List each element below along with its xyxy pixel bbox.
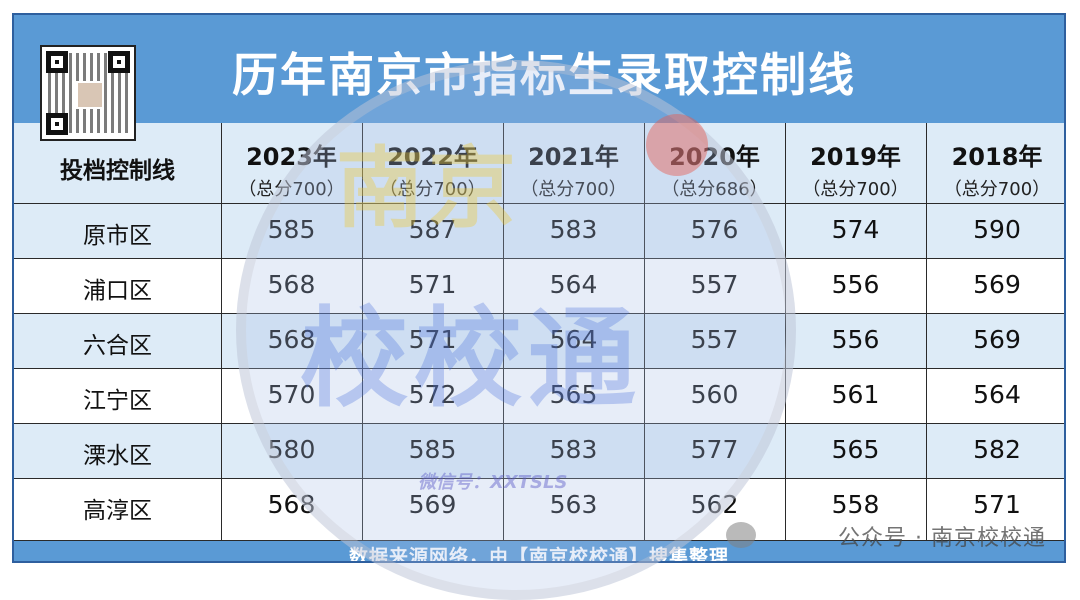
footer-bar: 数据来源网络，由【南京校校通】搜集整理: [14, 541, 1064, 563]
qr-code-icon: [40, 45, 136, 141]
score-cell: 568: [267, 490, 316, 519]
score-cell: 565: [831, 435, 880, 464]
table-row: [14, 313, 1064, 368]
table-row: [14, 423, 1064, 478]
region-label: 浦口区: [83, 278, 152, 304]
table-frame: 历年南京市指标生录取控制线 投档控制线 2023年 （总分700） 2022年 …: [12, 13, 1066, 563]
score-cell: 574: [831, 215, 880, 244]
region-label: 六合区: [83, 333, 152, 359]
score-cell: 568: [267, 270, 316, 299]
score-cell: 580: [267, 435, 316, 464]
year-header: 2019年: [810, 143, 901, 171]
year-total: （总分700）: [379, 179, 486, 200]
year-header: 2023年: [246, 143, 337, 171]
score-cell: 556: [831, 270, 880, 299]
score-cell: 557: [690, 325, 739, 354]
table-row: [14, 203, 1064, 258]
score-cell: 585: [267, 215, 316, 244]
score-cell: 557: [690, 270, 739, 299]
score-cell: 583: [549, 435, 598, 464]
score-cell: 577: [690, 435, 739, 464]
score-cell: 590: [973, 215, 1021, 244]
score-cell: 587: [408, 215, 457, 244]
score-cell: 570: [267, 380, 316, 409]
score-cell: 571: [408, 325, 457, 354]
region-label: 江宁区: [83, 388, 152, 414]
score-cell: 569: [973, 325, 1021, 354]
score-cell: 571: [408, 270, 457, 299]
year-header: 2021年: [528, 143, 619, 171]
score-cell: 564: [973, 380, 1021, 409]
score-cell: 585: [408, 435, 457, 464]
score-cell: 564: [549, 325, 598, 354]
year-header: 2020年: [669, 143, 760, 171]
brand-label: 公众号 · 南京校校通: [838, 526, 1046, 551]
wechat-icon: [726, 522, 756, 548]
region-label: 溧水区: [83, 443, 152, 469]
score-cell: 561: [831, 380, 880, 409]
table-row: [14, 478, 1064, 533]
score-cell: 568: [267, 325, 316, 354]
score-table: [14, 123, 1064, 541]
score-cell: 572: [408, 380, 457, 409]
year-header: 2022年: [387, 143, 478, 171]
score-cell: 565: [549, 380, 598, 409]
header-row: [14, 123, 1064, 203]
header-label: 投档控制线: [60, 158, 175, 184]
page-title: 历年南京市指标生录取控制线: [232, 48, 856, 102]
score-cell: 583: [549, 215, 598, 244]
score-cell: 560: [690, 380, 739, 409]
year-total: （总分700）: [943, 179, 1051, 200]
score-cell: 582: [973, 435, 1021, 464]
score-cell: 576: [690, 215, 739, 244]
table-row: [14, 258, 1064, 313]
year-total: （总分700）: [238, 179, 345, 200]
score-cell: 569: [408, 490, 457, 519]
year-header: 2018年: [951, 143, 1043, 171]
region-label: 高淳区: [83, 498, 152, 524]
region-label: 原市区: [83, 223, 152, 249]
score-cell: 569: [973, 270, 1021, 299]
year-total: （总分686）: [661, 179, 768, 200]
table-row: [14, 368, 1064, 423]
title-bar: [14, 15, 1064, 123]
footer-note: 数据来源网络，由【南京校校通】搜集整理: [348, 546, 729, 563]
score-cell: 563: [549, 490, 598, 519]
avatar: [76, 81, 104, 109]
score-cell: 571: [973, 490, 1021, 519]
year-total: （总分700）: [520, 179, 627, 200]
score-cell: 556: [831, 325, 880, 354]
score-cell: 558: [831, 490, 880, 519]
year-total: （总分700）: [802, 179, 909, 200]
score-cell: 564: [549, 270, 598, 299]
score-cell: 562: [690, 490, 739, 519]
